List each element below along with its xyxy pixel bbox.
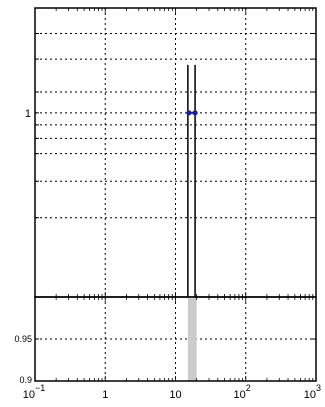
xtick-label-3: 10 xyxy=(234,389,246,401)
xtick-label-1: 1 xyxy=(102,389,108,401)
xtick-label-2: 10 xyxy=(169,389,181,401)
xtick-label-4: 10 xyxy=(304,389,316,401)
bottom-panel xyxy=(34,296,317,382)
xtick-exponent-0: −1 xyxy=(35,383,45,393)
xtick-exponent-3: 2 xyxy=(246,383,251,393)
top-panel xyxy=(34,7,317,298)
xtick-exponent-4: 3 xyxy=(316,383,321,393)
xtick-label-0: 10 xyxy=(23,389,35,401)
bottom-ytick-label: 0.9 xyxy=(19,375,32,385)
shaded-band xyxy=(187,297,197,381)
top-ytick-label: 1 xyxy=(25,108,31,120)
bottom-ytick-label: 0.95 xyxy=(14,334,32,344)
data-point-0 xyxy=(186,110,192,116)
